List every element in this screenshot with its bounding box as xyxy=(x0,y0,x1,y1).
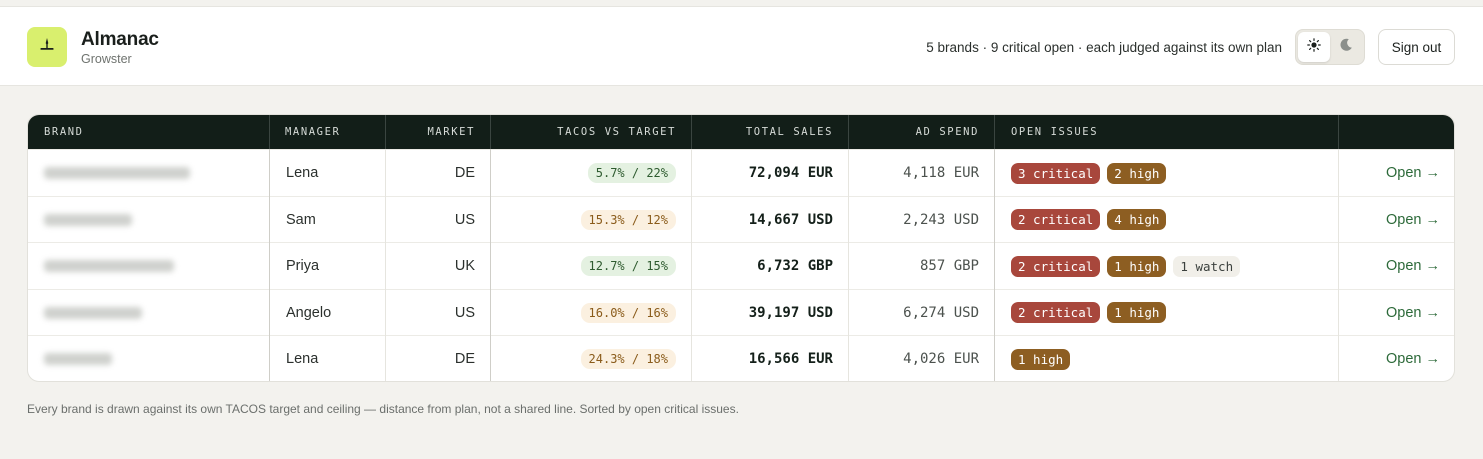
footnote: Every brand is drawn against its own TAC… xyxy=(27,402,739,416)
total-sales: 6,732 GBP xyxy=(757,258,833,275)
table-row[interactable]: Lena DE 24.3% / 18% 16,566 EUR 4,026 EUR 1 hi… xyxy=(28,335,1454,381)
open-issues: 1 high xyxy=(1011,336,1331,381)
issue-badge-critical: 2 critical xyxy=(1011,209,1101,231)
manager-name: Angelo xyxy=(286,304,332,321)
brand-name-redacted xyxy=(44,197,264,243)
total-sales: 14,667 USD xyxy=(748,211,833,228)
issue-badge-watch: 1 watch xyxy=(1173,255,1241,277)
tacos-cell: 16.0% / 16% xyxy=(490,290,676,336)
blurred-brand-placeholder xyxy=(44,306,142,319)
ad-spend: 4,118 EUR xyxy=(903,165,979,181)
total-sales: 72,094 EUR xyxy=(748,165,833,181)
column-header-open-issues[interactable]: OPEN ISSUES xyxy=(1011,126,1099,138)
open-brand-link[interactable]: Open → xyxy=(1386,351,1440,368)
blurred-brand-placeholder xyxy=(44,213,132,226)
column-divider xyxy=(691,149,692,381)
open-brand-link[interactable]: Open → xyxy=(1386,304,1440,321)
tacos-vs-target: 12.7% / 15% xyxy=(580,256,676,277)
open-brand-link[interactable]: Open → xyxy=(1386,258,1440,275)
table-row[interactable]: Lena DE 5.7% / 22% 72,094 EUR 4,118 EUR 3 cri… xyxy=(28,149,1454,196)
table-row[interactable]: Sam US 15.3% / 12% 14,667 USD 2,243 USD 2 cri… xyxy=(28,195,1454,243)
ad-spend: 2,243 USD xyxy=(903,211,979,228)
tacos-cell: 5.7% / 22% xyxy=(490,150,676,196)
manager-name: Lena xyxy=(286,351,319,368)
app-logo xyxy=(27,27,67,67)
column-divider xyxy=(848,149,849,381)
issue-badge-critical: 3 critical xyxy=(1011,162,1101,184)
portfolio-summary: 5 brands · 9 critical open · each judged… xyxy=(926,40,1282,55)
open-brand-link[interactable]: Open → xyxy=(1386,211,1440,228)
brands-table: BRAND MANAGER MARKET TACOS VS TARGET TOT… xyxy=(27,114,1455,382)
column-header-total-sales[interactable]: TOTAL SALES xyxy=(745,126,833,138)
column-header-ad-spend[interactable]: AD SPEND xyxy=(915,126,979,138)
table-row[interactable]: Priya UK 12.7% / 15% 6,732 GBP 857 GBP 2 crit… xyxy=(28,242,1454,289)
sun-icon xyxy=(1307,37,1321,57)
market-code: US xyxy=(454,304,475,321)
total-sales: 16,566 EUR xyxy=(748,351,833,368)
column-header-manager[interactable]: MANAGER xyxy=(285,126,341,138)
tacos-vs-target: 16.0% / 16% xyxy=(580,302,676,323)
tacos-vs-target: 15.3% / 12% xyxy=(580,209,676,230)
column-divider xyxy=(385,149,386,381)
brand-name-redacted xyxy=(44,336,264,381)
issue-badge-critical: 2 critical xyxy=(1011,255,1101,277)
open-issues: 3 critical 2 high xyxy=(1011,150,1331,196)
market-code: US xyxy=(454,211,475,228)
tacos-cell: 15.3% / 12% xyxy=(490,197,676,243)
top-strip xyxy=(0,0,1483,7)
light-theme-button[interactable] xyxy=(1298,32,1330,62)
tacos-vs-target: 24.3% / 18% xyxy=(580,349,676,370)
issue-badge-high: 1 high xyxy=(1011,348,1071,370)
column-divider xyxy=(1338,149,1339,381)
open-brand-link[interactable]: Open → xyxy=(1386,165,1440,181)
theme-toggle xyxy=(1295,29,1365,65)
blurred-brand-placeholder xyxy=(44,167,190,179)
table-row[interactable]: Angelo US 16.0% / 16% 39,197 USD 6,274 USD 2 … xyxy=(28,288,1454,336)
dark-theme-button[interactable] xyxy=(1330,32,1362,62)
table-header: BRAND MANAGER MARKET TACOS VS TARGET TOT… xyxy=(28,115,1454,149)
tacos-vs-target: 5.7% / 22% xyxy=(587,163,676,183)
column-header-tacos[interactable]: TACOS VS TARGET xyxy=(557,126,676,138)
app-title: Almanac xyxy=(81,29,159,50)
issue-badge-high: 4 high xyxy=(1107,209,1167,231)
app-subtitle: Growster xyxy=(81,52,132,66)
tacos-cell: 12.7% / 15% xyxy=(490,243,676,289)
issue-badge-critical: 2 critical xyxy=(1011,302,1101,324)
issue-badge-high: 1 high xyxy=(1107,302,1167,324)
blurred-brand-placeholder xyxy=(44,353,112,366)
brand-name-redacted xyxy=(44,243,264,289)
brand-name-redacted xyxy=(44,150,264,196)
manager-name: Lena xyxy=(286,165,319,181)
market-code: DE xyxy=(454,351,475,368)
open-issues: 2 critical 1 high xyxy=(1011,290,1331,336)
app-header: Almanac Growster 5 brands · 9 critical o… xyxy=(0,7,1483,86)
manager-name: Sam xyxy=(286,211,316,228)
ad-spend: 4,026 EUR xyxy=(903,351,979,368)
total-sales: 39,197 USD xyxy=(748,304,833,321)
sparkle-icon xyxy=(38,36,56,59)
issue-badge-high: 1 high xyxy=(1107,255,1167,277)
column-divider xyxy=(269,149,270,381)
market-code: UK xyxy=(454,258,475,275)
open-issues: 2 critical 4 high xyxy=(1011,197,1331,243)
column-divider xyxy=(490,149,491,381)
column-header-brand[interactable]: BRAND xyxy=(44,126,84,138)
ad-spend: 857 GBP xyxy=(919,258,979,275)
moon-icon xyxy=(1339,38,1353,57)
tacos-cell: 24.3% / 18% xyxy=(490,336,676,381)
brand-name-redacted xyxy=(44,290,264,336)
blurred-brand-placeholder xyxy=(44,260,174,273)
manager-name: Priya xyxy=(286,258,320,275)
column-header-market[interactable]: MARKET xyxy=(427,126,475,138)
open-issues: 2 critical 1 high 1 watch xyxy=(1011,243,1331,289)
market-code: DE xyxy=(454,165,475,181)
issue-badge-high: 2 high xyxy=(1107,162,1167,184)
sign-out-button[interactable]: Sign out xyxy=(1378,29,1455,65)
ad-spend: 6,274 USD xyxy=(903,304,979,321)
column-divider xyxy=(994,149,995,381)
